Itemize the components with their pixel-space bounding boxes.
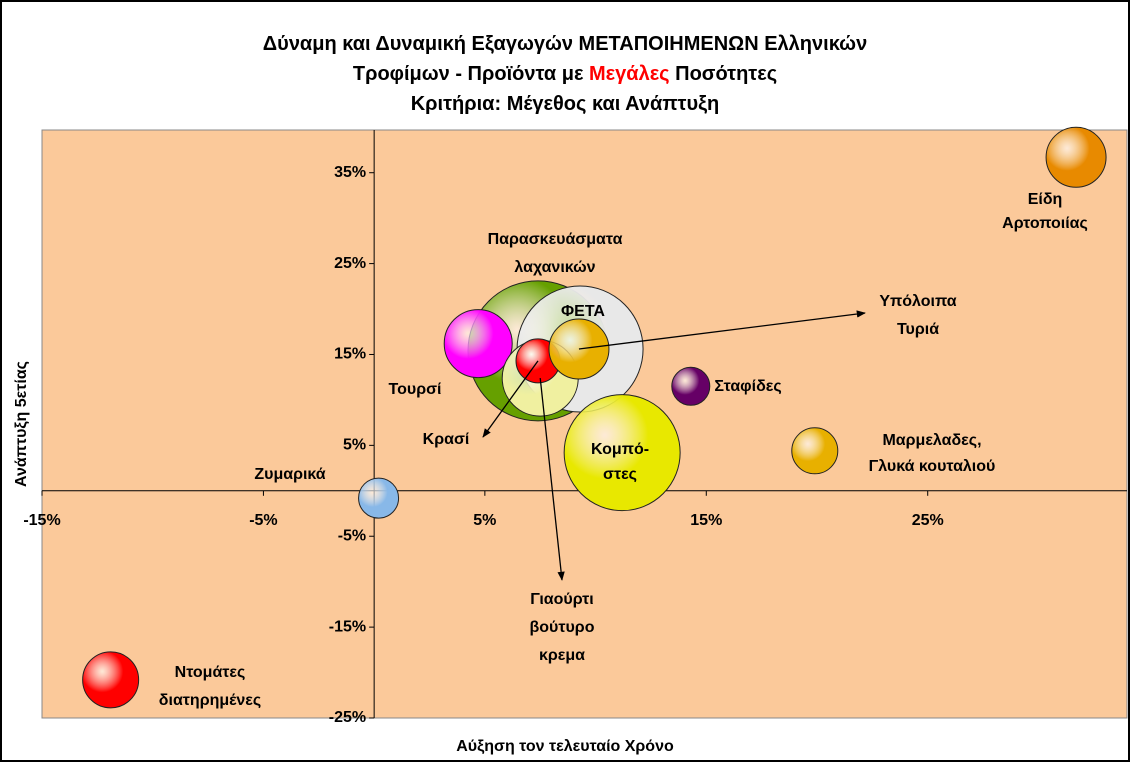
- title-line: Τροφίμων - Προϊόντα με Μεγάλες Ποσότητες: [353, 63, 777, 85]
- bubble-label: ΦΕΤΑ: [561, 303, 605, 320]
- bubble-label: λαχανικών: [514, 259, 595, 276]
- y-tick-label: -25%: [329, 709, 366, 726]
- leader-arrow: [482, 360, 539, 438]
- bubble-label: Σταφίδες: [714, 378, 781, 395]
- bubble: [563, 394, 681, 512]
- y-tick-label: 5%: [343, 437, 366, 454]
- title-part: Κριτήρια: Μέγεθος και Ανάπτυξη: [411, 93, 720, 115]
- bubble-label: Γλυκά κουταλιού: [869, 458, 996, 475]
- title-part: Ποσότητες: [670, 63, 778, 85]
- bubble-label: Αρτοποιίας: [1002, 215, 1088, 232]
- x-tick-label: -15%: [23, 512, 60, 529]
- bubble: [791, 427, 839, 475]
- title-line: Δύναμη και Δυναμική Εξαγωγών ΜΕΤΑΠΟΙΗΜΕΝ…: [263, 33, 867, 55]
- x-axis-label: Αύξηση τον τελευταίο Χρόνο: [456, 738, 674, 755]
- bubble-label: Τουρσί: [389, 381, 442, 398]
- x-tick-label: -5%: [249, 512, 277, 529]
- bubble: [358, 477, 400, 519]
- bubble-label: Είδη: [1028, 191, 1063, 208]
- title-part: Δύναμη και Δυναμική Εξαγωγών ΜΕΤΑΠΟΙΗΜΕΝ…: [263, 33, 867, 55]
- bubble-label: Υπόλοιπα: [879, 293, 956, 310]
- bubble-label: Γιαούρτι: [530, 591, 594, 608]
- bubble-label: Παρασκευάσματα: [488, 231, 623, 248]
- x-tick-label: 15%: [690, 512, 722, 529]
- bubble-label: στες: [603, 466, 637, 483]
- bubble-label: Ζυμαρικά: [254, 466, 325, 483]
- y-tick-label: 25%: [334, 255, 366, 272]
- bubble: [671, 366, 711, 406]
- title-part: Τροφίμων - Προϊόντα με: [353, 63, 589, 85]
- y-tick-label: 15%: [334, 346, 366, 363]
- leader-arrow: [578, 310, 866, 350]
- x-tick-label: 5%: [473, 512, 496, 529]
- y-tick-label: 35%: [334, 164, 366, 181]
- bubble-label: Ντομάτες: [175, 664, 246, 681]
- title-line: Κριτήρια: Μέγεθος και Ανάπτυξη: [411, 93, 720, 115]
- bubble: [443, 309, 513, 379]
- leader-arrow: [539, 378, 565, 581]
- bubble-label: Τυριά: [897, 321, 939, 338]
- bubble-label: βούτυρο: [530, 619, 595, 636]
- bubble: [1045, 126, 1107, 188]
- bubble-label: διατηρημένες: [159, 692, 261, 709]
- bubble-label: κρεμα: [539, 647, 585, 664]
- bubble-label: Κρασί: [423, 431, 470, 448]
- bubble-label: Κομπό-: [591, 441, 649, 458]
- bubble-label: Μαρμελαδες,: [882, 432, 981, 449]
- bubble: [82, 651, 140, 709]
- y-tick-label: -5%: [338, 527, 366, 544]
- title-part: Μεγάλες: [589, 63, 670, 85]
- title: Δύναμη και Δυναμική Εξαγωγών ΜΕΤΑΠΟΙΗΜΕΝ…: [263, 33, 867, 115]
- x-tick-label: 25%: [912, 512, 944, 529]
- y-tick-label: -15%: [329, 618, 366, 635]
- y-axis-label: Ανάπτυξη 5ετίας: [13, 361, 30, 487]
